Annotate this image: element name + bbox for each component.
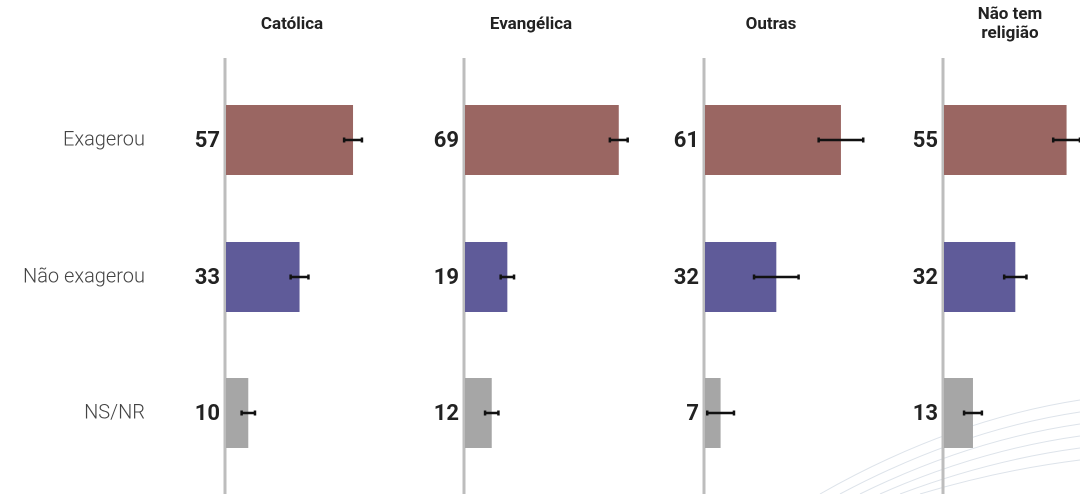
value-label: 13 <box>913 401 938 426</box>
value-label: 10 <box>195 401 220 426</box>
category-label: NS/NR <box>84 399 145 423</box>
error-bar <box>342 137 364 143</box>
panel-title: Outras <box>745 13 797 34</box>
bar <box>226 105 354 175</box>
error-bar <box>240 410 257 416</box>
value-label: 69 <box>434 128 459 153</box>
bar <box>465 105 619 175</box>
error-bar <box>752 274 800 280</box>
panel-title: Não tem religião <box>977 4 1043 43</box>
error-bar <box>608 137 629 143</box>
watermark <box>819 399 1080 494</box>
category-label: Não exagerou <box>23 263 145 287</box>
value-label: 32 <box>913 265 938 290</box>
error-bar <box>483 410 500 416</box>
category-label: Exagerou <box>63 126 145 150</box>
value-label: 32 <box>674 265 699 290</box>
bar <box>944 105 1067 175</box>
error-bar <box>499 274 516 280</box>
value-label: 61 <box>674 128 699 153</box>
value-label: 7 <box>686 401 699 426</box>
error-bar <box>705 410 736 416</box>
panel-title: Evangélica <box>489 13 573 34</box>
value-label: 12 <box>434 401 459 426</box>
bar <box>226 242 300 312</box>
panel-title: Católica <box>260 13 324 34</box>
bar <box>226 378 249 448</box>
value-label: 19 <box>434 265 459 290</box>
value-label: 57 <box>195 128 220 153</box>
value-label: 55 <box>913 128 938 153</box>
error-bar <box>962 410 984 416</box>
error-bar <box>817 137 865 143</box>
error-bar <box>289 274 310 280</box>
error-bar <box>1002 274 1028 280</box>
value-label: 33 <box>195 265 220 290</box>
